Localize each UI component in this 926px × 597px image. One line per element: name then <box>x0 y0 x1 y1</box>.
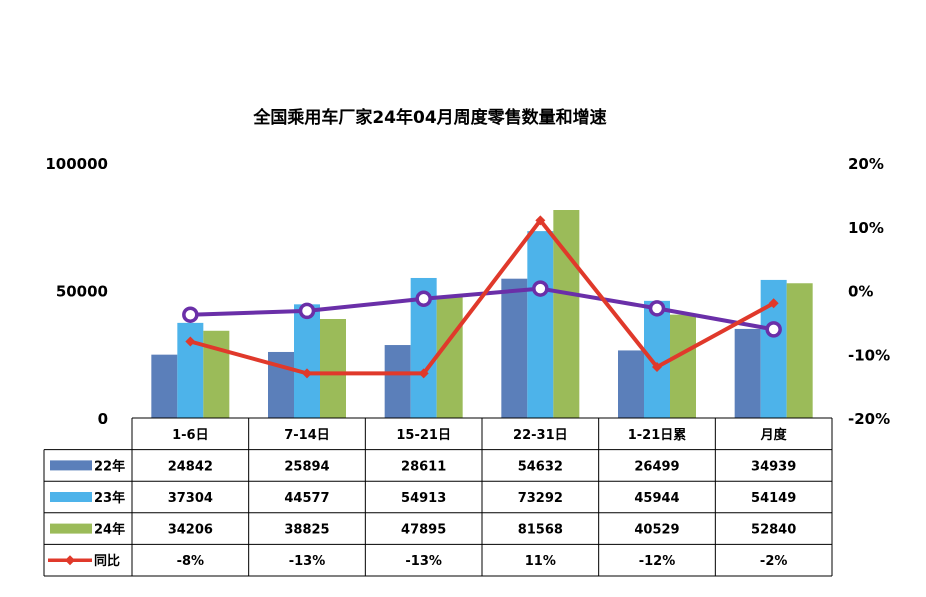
left-tick-label: 100000 <box>45 155 108 173</box>
yoy-point-4 <box>535 215 546 226</box>
yoy-point-5 <box>652 362 662 372</box>
category-label: 15-21日 <box>396 428 451 443</box>
data-label: 38825 <box>284 523 329 538</box>
yoy-point-3 <box>418 368 429 379</box>
data-label: 44577 <box>284 491 329 506</box>
data-label: 25894 <box>284 459 329 474</box>
legend-label: 22年 <box>94 458 125 474</box>
data-label: 28611 <box>401 459 446 474</box>
legend-key-22年 <box>50 460 92 471</box>
legend-key-24年 <box>50 523 92 534</box>
purple-point-1 <box>182 306 199 323</box>
right-tick-label: -10% <box>848 346 890 364</box>
bar-1-5 <box>618 350 644 418</box>
bar-3-6 <box>786 283 813 418</box>
data-label: 34206 <box>168 523 213 538</box>
data-label: -2% <box>760 554 787 569</box>
legend-label: 24年 <box>94 522 125 538</box>
data-label: -13% <box>289 554 326 569</box>
bars <box>151 210 813 418</box>
category-label: 月度 <box>760 427 788 443</box>
data-label: 37304 <box>168 491 213 506</box>
purple-point-6 <box>765 321 782 338</box>
right-tick-label: -20% <box>848 410 890 428</box>
data-label: 54149 <box>751 491 796 506</box>
legend-label: 同比 <box>94 553 120 569</box>
data-label: -12% <box>639 554 676 569</box>
bar-1-6 <box>734 328 761 418</box>
category-label: 22-31日 <box>513 428 568 443</box>
left-tick-label: 0 <box>98 410 108 428</box>
right-tick-label: 0% <box>848 283 873 301</box>
data-label: 47895 <box>401 523 446 538</box>
data-label: -8% <box>177 554 204 569</box>
category-label: 1-21日累 <box>628 427 687 443</box>
data-label: 26499 <box>634 459 679 474</box>
lines <box>182 215 782 379</box>
data-label: 81568 <box>518 523 563 538</box>
bar-3-2 <box>320 318 346 418</box>
bar-3-1 <box>203 330 230 418</box>
data-label: -13% <box>405 554 442 569</box>
bar-2-2 <box>294 304 320 418</box>
bar-3-5 <box>670 314 696 418</box>
data-label: 45944 <box>634 491 679 506</box>
chart-title: 全国乘用车厂家24年04月周度零售数量和增速 <box>252 107 606 128</box>
legend-key-yoy-marker <box>65 555 75 566</box>
yoy-point-2 <box>302 368 312 379</box>
legend-label: 23年 <box>94 490 125 506</box>
data-label: 40529 <box>634 523 679 538</box>
right-tick-label: 20% <box>848 155 884 173</box>
legend-key-23年 <box>50 492 92 502</box>
left-tick-label: 50000 <box>56 283 108 301</box>
data-label: 34939 <box>751 459 796 474</box>
bar-2-5 <box>644 300 670 418</box>
yoy-point-6 <box>768 298 779 309</box>
purple-point-3 <box>415 290 432 308</box>
right-tick-label: 10% <box>848 219 884 237</box>
yoy-point-1 <box>185 336 196 347</box>
bar-3-3 <box>436 295 463 418</box>
purple-point-2 <box>298 302 316 320</box>
axes: 0 50000 100000 -20% -10% 0% 10% 20% <box>45 155 890 428</box>
data-label: 54632 <box>518 459 563 474</box>
yoy-series-line <box>189 218 775 376</box>
data-table: 1-6日 7-14日 15-21日 22-31日 1-21日累 月度 22年 24842 258… <box>43 417 833 577</box>
bar-1-1 <box>151 354 178 418</box>
category-label: 1-6日 <box>172 428 209 443</box>
bar-2-4 <box>527 231 554 418</box>
purple-point-4 <box>532 280 549 297</box>
data-label: 52840 <box>751 523 796 538</box>
category-label: 7-14日 <box>284 428 330 443</box>
data-label: 73292 <box>518 491 563 506</box>
bar-1-4 <box>501 278 528 418</box>
data-label: 54913 <box>401 491 446 506</box>
data-label: 24842 <box>168 459 213 474</box>
bar-1-3 <box>384 345 411 418</box>
data-label: 11% <box>525 554 556 569</box>
purple-point-5 <box>648 300 666 317</box>
